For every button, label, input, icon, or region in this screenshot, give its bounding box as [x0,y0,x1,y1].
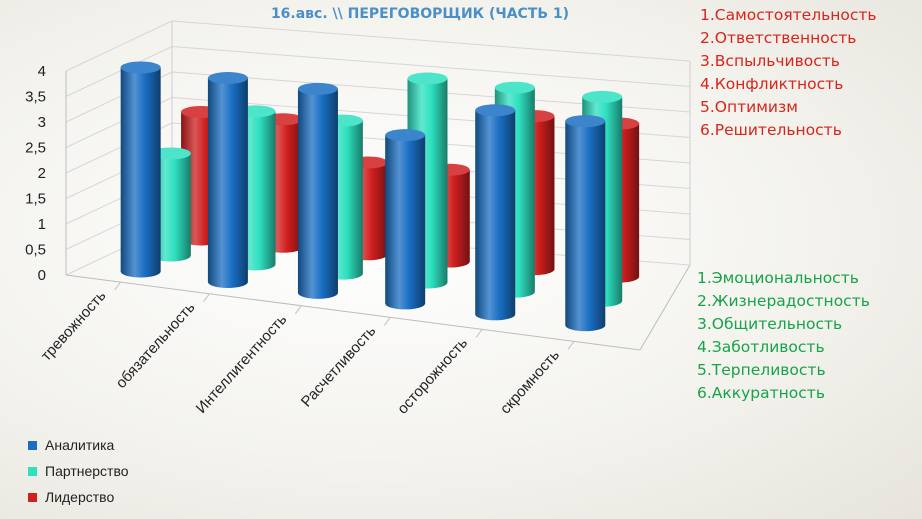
legend-item-partnership: Партнерство [28,458,129,484]
x-tick-label: скромность [497,347,563,418]
bar [150,153,191,262]
category-axis-line [65,274,641,351]
y-tick-label: 2 [38,165,46,182]
bar [565,121,606,332]
green-trait-item: 2.Жизнерадостность [697,292,870,310]
green-trait-item: 1.Эмоциональность [697,269,859,287]
red-trait-item: 3.Вспыльчивость [700,52,840,70]
y-tick-label: 3 [38,114,46,131]
x-tick-label: Интеллигентность [193,311,291,417]
bar-top [582,90,623,103]
y-tick-label: 3,5 [25,89,46,106]
bar-top [150,147,191,160]
grid-line [171,46,691,87]
bar-top [475,104,516,117]
bar [120,67,161,278]
bar-top [494,81,535,94]
x-tick-mark [294,305,302,315]
red-trait-list: 1.Самостоятельность 2.Ответственность 3.… [700,4,877,142]
bar [385,135,426,310]
red-trait-item: 4.Конфликтность [700,75,844,93]
legend-item-leadership: Лидерство [28,484,129,510]
red-trait-item: 5.Оптимизм [700,98,798,116]
green-trait-list: 1.Эмоциональность 2.Жизнерадостность 3.О… [697,267,870,405]
grid-line [65,20,173,72]
x-tick-mark [567,341,575,350]
bar-top [297,82,338,95]
bar-top [407,72,448,85]
green-trait-item: 5.Терпеливость [697,361,826,379]
y-tick-label: 2,5 [25,140,46,157]
x-tick-mark [383,317,391,326]
x-tick-mark [475,329,483,338]
bar-0-0 [120,61,161,278]
legend-label: Лидерство [45,489,115,505]
chart-legend: Аналитика Партнерство Лидерство [28,432,129,510]
y-tick-label: 1 [38,216,46,233]
floor-edge [639,264,691,351]
y-tick-label: 0,5 [25,242,46,259]
chart-title: 16.авс. \\ ПЕРЕГОВОРЩИК (ЧАСТЬ 1) [270,6,570,22]
legend-label: Аналитика [45,437,115,453]
red-trait-item: 1.Самостоятельность [700,6,877,24]
bar-top [207,72,248,84]
x-tick-label: тревожность [38,287,110,364]
bar-0-3 [385,129,426,310]
bar [207,78,248,288]
cylinders [120,61,640,332]
legend-swatch [28,440,37,450]
x-tick-label: осторожность [394,335,471,418]
legend-swatch [28,492,37,502]
legend-swatch [28,466,37,476]
bar-top [385,129,426,142]
bar-1-0 [150,147,191,262]
green-trait-item: 6.Аккуратность [697,384,825,402]
bar [475,110,516,321]
bar [297,88,338,299]
bar-0-2 [297,82,338,299]
legend-item-analytics: Аналитика [28,432,129,458]
bar-0-4 [475,104,516,321]
red-trait-item: 6.Решительность [700,121,842,139]
y-tick-label: 4 [38,63,46,80]
x-tick-label: обязательность [113,299,199,392]
bar-top [565,115,606,128]
green-trait-item: 4.Заботливость [697,338,825,356]
grid-line [65,46,173,97]
grid-line [171,20,691,62]
red-trait-item: 2.Ответственность [700,29,857,47]
bar-top [120,61,161,74]
legend-label: Партнерство [45,463,129,479]
y-tick-label: 1,5 [25,191,46,208]
x-tick-mark [203,293,210,303]
green-trait-item: 3.Общительность [697,315,843,333]
x-tick-mark [114,281,121,291]
x-tick-label: Расчетливость [298,323,380,411]
bar-0-5 [565,115,606,332]
y-tick-label: 0 [38,267,46,284]
bar-0-1 [207,72,248,288]
